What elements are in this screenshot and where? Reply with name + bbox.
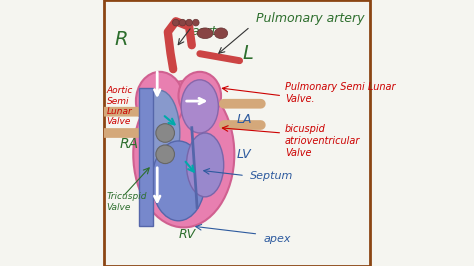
Text: Pulmonary Semi Lunar
Valve.: Pulmonary Semi Lunar Valve.: [285, 82, 395, 104]
Text: Tricuspid
Valve: Tricuspid Valve: [107, 193, 147, 212]
Ellipse shape: [179, 19, 186, 26]
Ellipse shape: [197, 28, 213, 39]
Text: Septum: Septum: [250, 171, 294, 181]
Ellipse shape: [214, 28, 228, 39]
Text: Pulmonary artery: Pulmonary artery: [255, 12, 364, 25]
Text: aorta: aorta: [192, 26, 225, 38]
Text: Aortic
Semi
Lunar
Valve: Aortic Semi Lunar Valve: [107, 86, 133, 127]
Ellipse shape: [133, 81, 234, 227]
Ellipse shape: [136, 72, 184, 130]
Ellipse shape: [186, 133, 224, 197]
Ellipse shape: [186, 19, 192, 26]
Circle shape: [156, 124, 174, 142]
Text: RA: RA: [120, 137, 139, 151]
Text: bicuspid
atrioventricular
Valve: bicuspid atrioventricular Valve: [285, 124, 360, 157]
Bar: [138, 88, 153, 226]
Text: LA: LA: [237, 113, 253, 126]
Ellipse shape: [179, 72, 221, 120]
Ellipse shape: [181, 80, 219, 133]
Text: RV: RV: [179, 228, 196, 240]
Text: apex: apex: [264, 234, 291, 244]
Circle shape: [156, 145, 174, 164]
Ellipse shape: [152, 141, 205, 221]
Text: R: R: [115, 30, 128, 49]
Ellipse shape: [192, 19, 199, 26]
FancyArrowPatch shape: [200, 54, 239, 61]
Text: L: L: [242, 44, 253, 63]
Text: LV: LV: [237, 148, 252, 161]
Ellipse shape: [140, 90, 180, 176]
Ellipse shape: [173, 19, 179, 26]
